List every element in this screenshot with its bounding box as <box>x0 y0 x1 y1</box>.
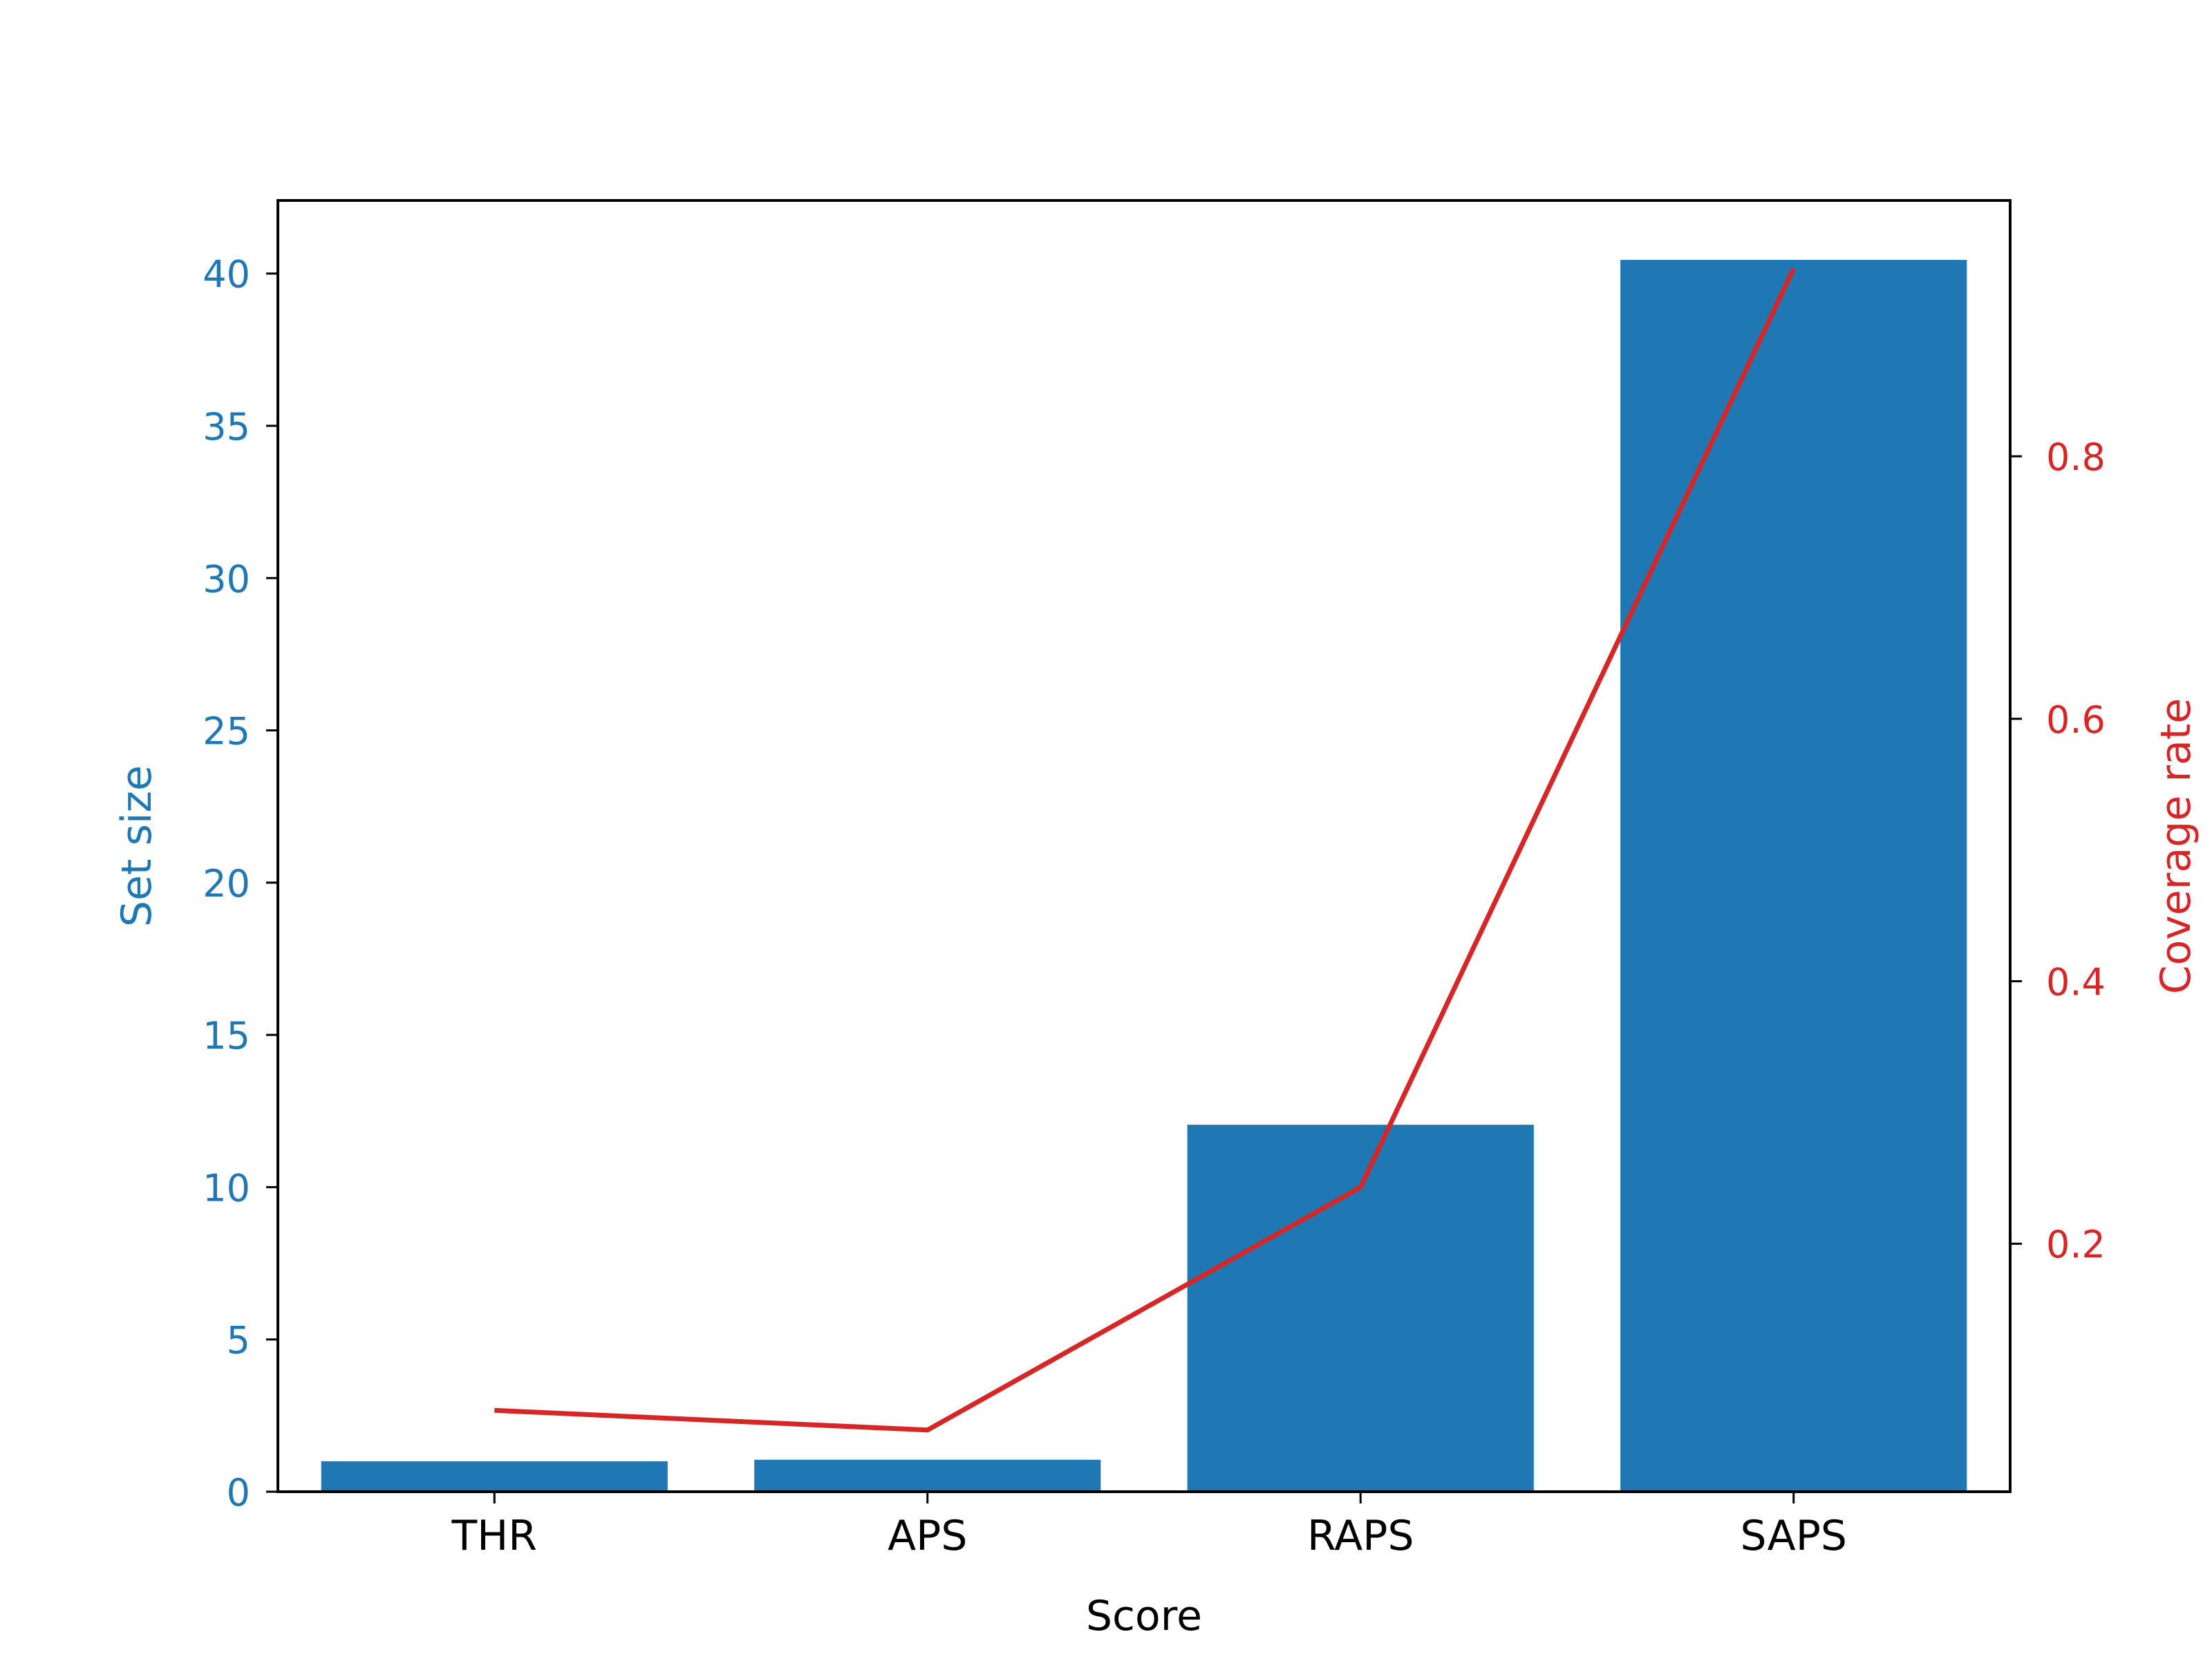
x-tick-label-saps: SAPS <box>1740 1512 1847 1560</box>
left-tick-label: 5 <box>227 1319 250 1362</box>
left-tick-label: 40 <box>203 253 250 297</box>
bar-raps <box>1187 1125 1534 1492</box>
left-tick-label: 35 <box>203 405 250 449</box>
right-tick-label: 0.2 <box>2046 1223 2106 1266</box>
x-axis: THR APS RAPS SAPS <box>451 1492 1847 1560</box>
left-y-axis: 0 5 10 15 20 25 30 35 40 <box>203 253 278 1515</box>
plot-frame <box>276 199 2012 1493</box>
x-tick-label-raps: RAPS <box>1307 1512 1414 1560</box>
left-y-axis-title: Set size <box>113 765 161 927</box>
coverage-line <box>494 268 1796 1433</box>
plot-border <box>276 199 2012 1493</box>
bar-thr <box>321 1461 668 1492</box>
left-tick-label: 30 <box>203 557 250 601</box>
left-tick-label: 20 <box>203 862 250 906</box>
left-tick-label: 0 <box>227 1471 250 1515</box>
x-axis-title: Score <box>1086 1592 1202 1640</box>
x-tick-label-aps: APS <box>888 1512 967 1560</box>
right-y-axis: 0.2 0.4 0.6 0.8 <box>2010 435 2106 1266</box>
right-tick-label: 0.6 <box>2046 698 2106 742</box>
line-series <box>494 268 1796 1433</box>
right-tick-label: 0.8 <box>2046 435 2106 479</box>
left-tick-label: 15 <box>203 1014 250 1058</box>
left-tick-label: 25 <box>203 710 250 753</box>
left-tick-label: 10 <box>203 1166 250 1210</box>
bar-saps <box>1620 259 1967 1492</box>
right-y-axis-title: Coverage rate <box>2152 698 2200 994</box>
x-tick-label-thr: THR <box>451 1512 537 1560</box>
bar-aps <box>754 1459 1101 1492</box>
right-tick-label: 0.4 <box>2046 961 2106 1004</box>
